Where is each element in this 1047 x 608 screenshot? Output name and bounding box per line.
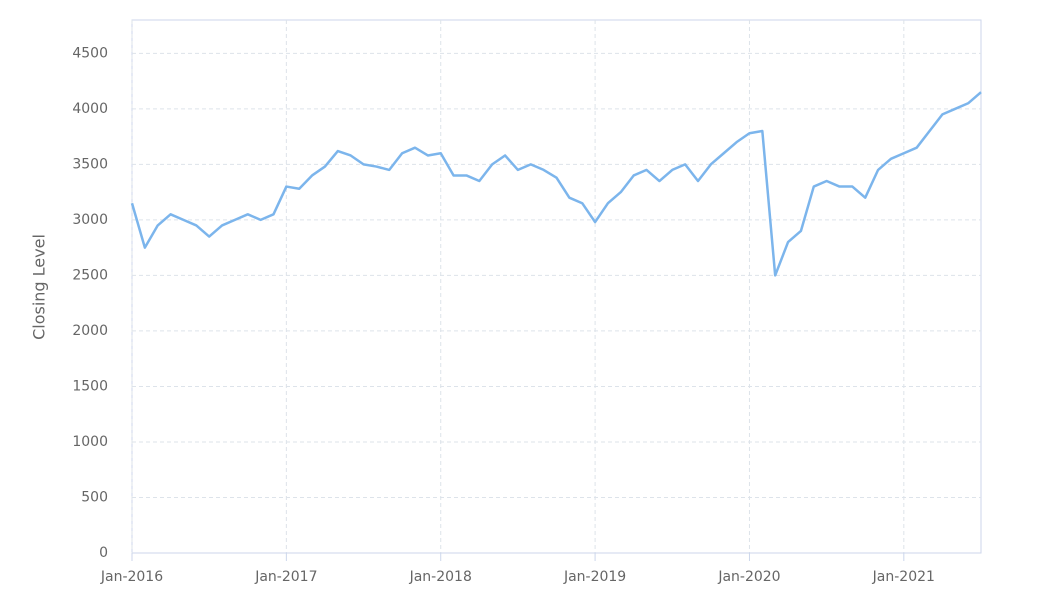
x-tick-label: Jan-2016: [100, 569, 163, 585]
y-tick-label: 4000: [72, 101, 108, 117]
y-tick-label: 4500: [72, 45, 108, 61]
y-tick-label: 2000: [72, 323, 108, 339]
y-tick-label: 1000: [72, 434, 108, 450]
x-tick-label: Jan-2018: [409, 569, 472, 585]
x-tick-label: Jan-2017: [254, 569, 317, 585]
x-tick-label: Jan-2020: [717, 569, 780, 585]
x-tick-label: Jan-2019: [563, 569, 626, 585]
y-axis-label: Closing Level: [30, 234, 49, 340]
series-line: [130, 91, 982, 277]
y-tick-label: 500: [81, 489, 108, 505]
x-tick-label: Jan-2021: [872, 569, 935, 585]
y-tick-label: 1500: [72, 378, 108, 394]
y-tick-label: 2500: [72, 267, 108, 283]
plot-border: [131, 19, 982, 554]
y-tick-label: 3500: [72, 156, 108, 172]
y-tick-label: 3000: [72, 212, 108, 228]
y-tick-label: 0: [99, 545, 108, 561]
